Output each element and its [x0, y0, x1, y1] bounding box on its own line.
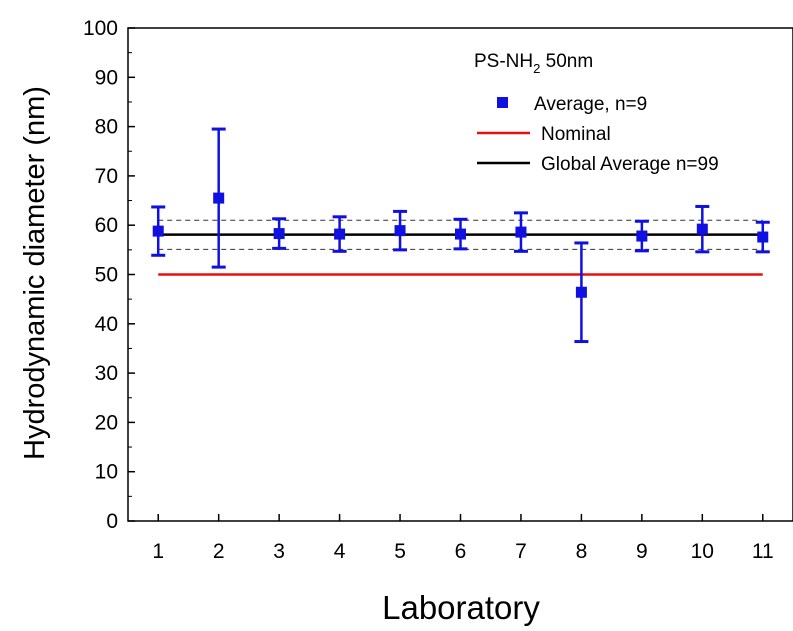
- data-point: [334, 228, 346, 240]
- y-tick-label: 0: [106, 510, 118, 533]
- y-tick-label: 90: [95, 66, 118, 89]
- x-tick-label: 10: [691, 540, 714, 563]
- data-point: [455, 228, 466, 240]
- data-point: [515, 226, 527, 238]
- data-point: [213, 192, 225, 204]
- plot-area: [151, 127, 770, 344]
- x-tick-label: 5: [394, 540, 406, 563]
- data-point: [575, 286, 587, 298]
- legend-title-tail: 50nm: [540, 51, 593, 72]
- x-tick-label: 2: [213, 540, 225, 563]
- y-tick-label: 30: [95, 362, 118, 385]
- y-tick-label: 50: [95, 264, 118, 287]
- y-tick-label: 20: [95, 411, 118, 434]
- data-point: [273, 228, 285, 240]
- legend-title-main: PS-NH: [474, 51, 533, 72]
- y-tick-label: 100: [83, 17, 118, 40]
- legend-marker-average: [497, 97, 508, 108]
- x-tick-label: 3: [273, 540, 285, 563]
- y-tick-label: 10: [95, 461, 118, 484]
- data-point: [757, 231, 769, 243]
- y-tick-label: 60: [95, 214, 118, 237]
- x-tick-label: 9: [636, 540, 648, 563]
- data-point: [696, 223, 708, 235]
- x-tick-label: 11: [752, 540, 774, 563]
- data-point: [636, 230, 648, 242]
- y-tick-label: 80: [95, 116, 118, 139]
- x-axis-title: Laboratory: [382, 589, 540, 626]
- y-tick-label: 40: [95, 313, 118, 336]
- axes: 0 10 20 30 40 50 60 70 80 90 100 1 2 3 4 5 6 7 8 9 10 11: [83, 17, 793, 563]
- x-tick-label: 8: [576, 540, 588, 563]
- x-tick-label: 4: [334, 540, 346, 563]
- legend-label-nominal: Nominal: [541, 124, 611, 145]
- data-point: [152, 225, 164, 237]
- legend-title: PS-NH2 50nm: [474, 51, 593, 76]
- x-tick-label: 6: [455, 540, 467, 563]
- data-point: [394, 225, 406, 237]
- x-tick-label: 7: [515, 540, 527, 563]
- legend: PS-NH2 50nm Average, n=9 Nominal Global …: [474, 51, 719, 175]
- legend-label-average: Average, n=9: [534, 94, 647, 115]
- legend-title-subscript: 2: [533, 61, 540, 76]
- y-axis-title: Hydrodynamic diameter (nm): [19, 86, 51, 460]
- x-tick-label: 1: [152, 540, 164, 563]
- legend-label-global-average: Global Average n=99: [541, 154, 719, 175]
- y-tick-label: 70: [95, 165, 118, 188]
